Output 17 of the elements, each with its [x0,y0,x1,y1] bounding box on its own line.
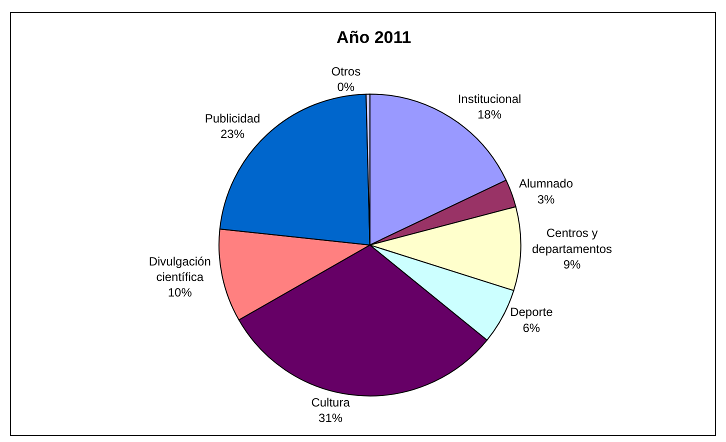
slice-label: Cultura [311,395,350,410]
data-label: 10% [168,286,192,300]
data-label: 31% [318,410,343,425]
slice-label: Institucional [458,92,522,106]
data-label: 18% [477,108,502,122]
data-label: 9% [563,257,582,272]
chart-title: Año 2011 [336,28,412,47]
data-label: 0% [337,80,355,94]
slice-label: Deporte [510,305,554,320]
slice-label: Divulgación científica [148,254,211,284]
data-label: 23% [220,126,245,141]
slice-label: Publicidad [204,111,260,126]
slice-label: Otros [331,64,361,79]
data-label: 3% [537,192,555,206]
slice-label: Centros y departamentos [532,226,612,256]
data-label: 6% [522,320,540,335]
slice-label: Alumnado [518,176,574,191]
